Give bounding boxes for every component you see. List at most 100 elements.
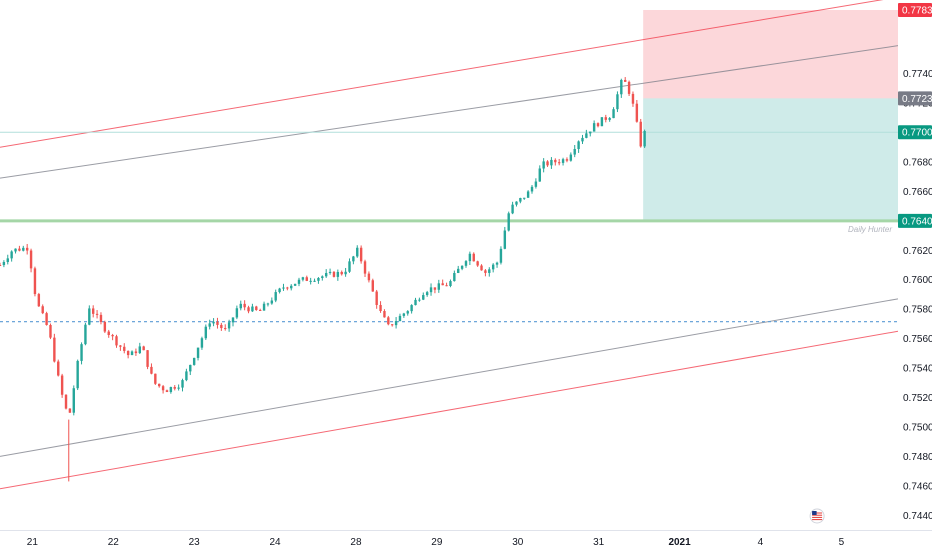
candle-body — [22, 247, 25, 251]
candle-body — [41, 306, 44, 314]
candle-body — [359, 247, 363, 262]
x-tick-label: 29 — [431, 537, 443, 548]
take-profit-zone — [643, 98, 898, 221]
candle-body — [445, 285, 448, 287]
candle-body — [72, 388, 75, 413]
candle-body — [422, 295, 425, 300]
candle-body — [616, 94, 619, 110]
candle-body — [60, 375, 64, 395]
candle-body — [57, 361, 60, 376]
candle-body — [142, 346, 145, 351]
candle-body — [321, 276, 324, 279]
candle-body — [68, 408, 72, 413]
candle-body — [631, 93, 635, 104]
channel-line-3 — [0, 298, 899, 457]
candle-body — [258, 309, 262, 311]
candle-body — [383, 311, 386, 318]
candle-body — [216, 321, 219, 325]
candle-body — [123, 346, 126, 351]
x-tick-label: 22 — [108, 537, 120, 548]
candle-body — [45, 313, 48, 325]
candle-body — [115, 336, 118, 346]
candle-body — [313, 280, 316, 282]
candle-body — [433, 287, 437, 290]
candle-body — [169, 387, 173, 393]
channel-line-2 — [0, 45, 899, 179]
candle-body — [620, 79, 623, 95]
candle-body — [266, 303, 270, 305]
y-tick-label: 0.74400 — [903, 511, 932, 522]
x-tick-label: 31 — [593, 537, 605, 548]
price-tag-bg — [898, 91, 932, 106]
candle-body — [554, 159, 557, 163]
candle-body — [402, 313, 406, 316]
candle-body — [200, 338, 204, 348]
candle-body — [503, 230, 507, 249]
candle-body — [604, 117, 607, 120]
candle-body — [363, 261, 367, 274]
candle-body — [0, 265, 2, 266]
candle-body — [425, 292, 429, 296]
candle-body — [534, 181, 538, 187]
candle-body — [565, 159, 569, 161]
candle-body — [161, 386, 165, 391]
candle-body — [441, 283, 444, 286]
candle-body — [449, 281, 452, 286]
x-tick-label: 5 — [839, 537, 845, 548]
candle-body — [340, 271, 343, 275]
candle-body — [375, 291, 378, 305]
candle-body — [499, 248, 503, 263]
candle-body — [255, 306, 258, 310]
channel-line-1 — [0, 330, 899, 490]
candle-body — [212, 321, 215, 324]
candle-body — [410, 305, 413, 312]
flag-canton — [812, 511, 817, 515]
candle-body — [585, 133, 588, 138]
stop-loss-zone — [643, 10, 898, 99]
candle-body — [270, 300, 274, 304]
candle-body — [418, 299, 421, 301]
price-tag-label: 0.77232 — [902, 94, 932, 105]
candle-body — [196, 347, 200, 358]
candle-body — [344, 271, 347, 275]
price-tag-bg — [898, 3, 932, 18]
candle-body — [204, 326, 208, 339]
x-tick-label: 2021 — [668, 537, 691, 548]
candle-body — [146, 350, 149, 367]
candle-body — [495, 262, 499, 265]
candle-body — [49, 324, 52, 338]
candle-body — [573, 149, 576, 155]
candle-body — [596, 123, 600, 127]
candle-body — [6, 258, 9, 262]
candle-body — [278, 288, 281, 293]
candle-body — [227, 322, 231, 329]
candle-body — [235, 308, 239, 318]
candle-body — [589, 131, 592, 134]
candle-body — [126, 350, 130, 356]
candle-body — [309, 280, 312, 282]
channel-line-0 — [0, 0, 884, 148]
candle-body — [185, 371, 188, 381]
x-tick-label: 28 — [350, 537, 362, 548]
x-tick-label: 21 — [27, 537, 39, 548]
candle-body — [107, 331, 110, 336]
price-tags: 0.77832 0.77232 0.77002 0.76400 — [898, 3, 932, 228]
candle-body — [581, 137, 584, 142]
candle-body — [406, 311, 409, 314]
level-label: Daily Hunter — [848, 225, 892, 234]
candle-body — [608, 118, 611, 120]
candle-body — [88, 308, 91, 325]
candle-body — [612, 109, 615, 119]
candle-body — [484, 270, 487, 273]
candle-body — [457, 268, 460, 274]
horizontal-levels: Daily Hunter — [0, 131, 898, 323]
